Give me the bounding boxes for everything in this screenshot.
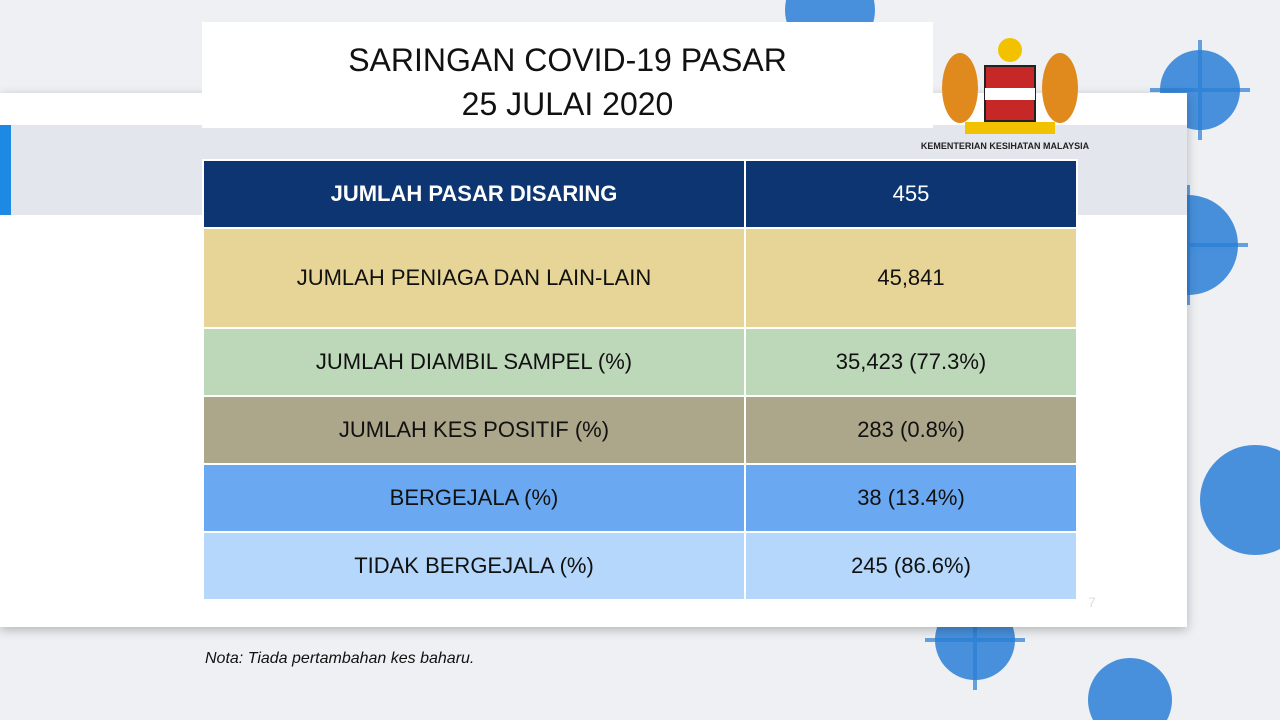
table-row: JUMLAH KES POSITIF (%) 283 (0.8%) [202,395,1078,465]
table-row: BERGEJALA (%) 38 (13.4%) [202,463,1078,533]
row-value: 38 (13.4%) [744,463,1078,533]
table-row: TIDAK BERGEJALA (%) 245 (86.6%) [202,531,1078,601]
row-label: JUMLAH DIAMBIL SAMPEL (%) [202,327,746,397]
coat-of-arms [942,38,1078,134]
row-label: JUMLAH PENIAGA DAN LAIN-LAIN [202,227,746,329]
row-value: 455 [744,159,1078,229]
row-label: JUMLAH KES POSITIF (%) [202,395,746,465]
accent-bar [0,125,11,215]
data-table: JUMLAH PASAR DISARING 455 JUMLAH PENIAGA D… [202,159,1078,601]
row-value: 45,841 [744,227,1078,329]
table-row: JUMLAH PASAR DISARING 455 [202,159,1078,229]
row-value: 35,423 (77.3%) [744,327,1078,397]
title-box: SARINGAN COVID-19 PASAR 25 JULAI 2020 [202,22,933,128]
logo-caption: KEMENTERIAN KESIHATAN MALAYSIA [920,141,1090,151]
row-value: 245 (86.6%) [744,531,1078,601]
title: SARINGAN COVID-19 PASAR [348,42,787,78]
table-row: JUMLAH PENIAGA DAN LAIN-LAIN 45,841 [202,227,1078,329]
table-row: JUMLAH DIAMBIL SAMPEL (%) 35,423 (77.3%) [202,327,1078,397]
row-label: BERGEJALA (%) [202,463,746,533]
row-value: 283 (0.8%) [744,395,1078,465]
row-label: JUMLAH PASAR DISARING [202,159,746,229]
row-label: TIDAK BERGEJALA (%) [202,531,746,601]
subtitle: 25 JULAI 2020 [461,86,674,122]
note: Nota: Tiada pertambahan kes baharu. [205,650,475,667]
page-number: 7 [1088,594,1096,610]
